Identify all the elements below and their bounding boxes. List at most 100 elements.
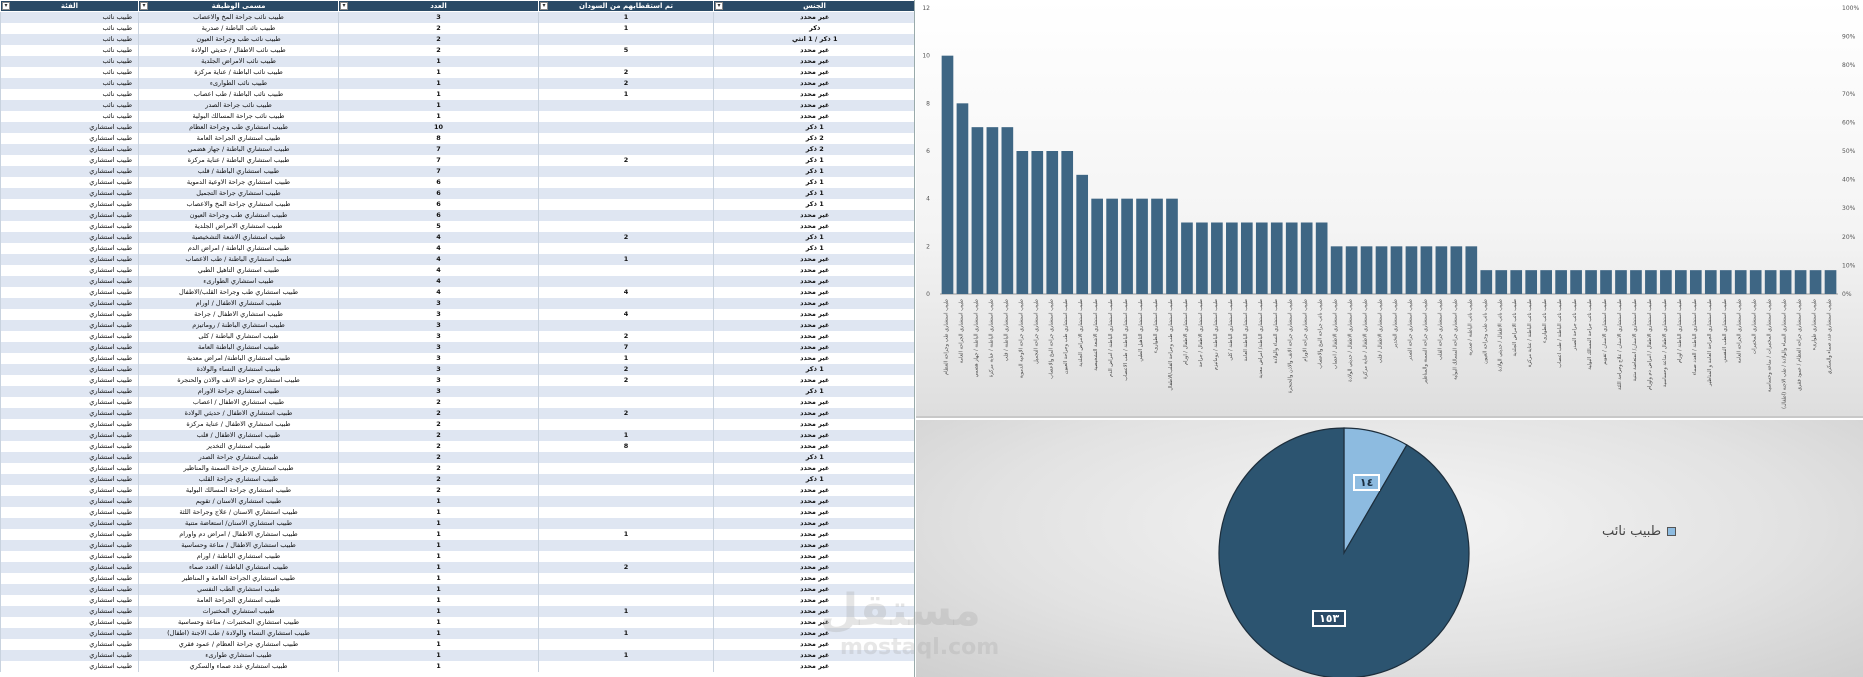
cell-sudan[interactable] — [538, 594, 714, 606]
table-row[interactable]: غير محدد 1 2 طبيب استشاري الاطفال / قلب طبيب… — [0, 429, 914, 441]
cell-job-title[interactable]: طبيب استشاري الباطنة / جهاز هضمي — [138, 143, 339, 155]
bar[interactable] — [1136, 198, 1148, 294]
table-row[interactable]: غير محدد 1 1 طبيب استشاري النساء والولادة /… — [0, 627, 914, 639]
table-row[interactable]: غير محدد 2 1 طبيب استشاري الباطنة / الغدد ص… — [0, 561, 914, 573]
cell-count[interactable]: 4 — [338, 242, 539, 254]
cell-count[interactable]: 6 — [338, 198, 539, 210]
cell-gender[interactable]: غير محدد — [713, 264, 914, 276]
cell-count[interactable]: 5 — [338, 220, 539, 232]
cell-job-title[interactable]: طبيب استشاري جراحة الانف والاذن والحنجرة — [138, 374, 339, 386]
cell-category[interactable]: طبيب استشاري — [0, 319, 139, 331]
cell-category[interactable]: طبيب استشاري — [0, 462, 139, 474]
cell-category[interactable]: طبيب استشاري — [0, 264, 139, 276]
cell-job-title[interactable]: طبيب استشاري الاطفال / عناية مركزة — [138, 418, 339, 430]
bar[interactable] — [1555, 270, 1567, 294]
cell-category[interactable]: طبيب نائب — [0, 66, 139, 78]
table-row[interactable]: غير محدد 1 طبيب استشاري الطب النفسي طبيب اس… — [0, 583, 914, 595]
cell-sudan[interactable] — [538, 418, 714, 430]
cell-count[interactable]: 3 — [338, 297, 539, 309]
cell-category[interactable]: طبيب استشاري — [0, 583, 139, 595]
bar[interactable] — [1450, 246, 1463, 294]
cell-count[interactable]: 1 — [338, 66, 539, 78]
cell-count[interactable]: 3 — [338, 352, 539, 364]
table-row[interactable]: 1 ذكر 2 4 طبيب استشاري الاشعة التشخيصية طبيب… — [0, 231, 914, 243]
cell-job-title[interactable]: طبيب استشاري الباطنة / اورام — [138, 550, 339, 562]
cell-job-title[interactable]: طبيب استشاري جراحة التجميل — [138, 187, 339, 199]
table-row[interactable]: غير محدد 6 طبيب استشاري طب وجراحة العيون طب… — [0, 209, 914, 221]
cell-job-title[interactable]: طبيب نائب الامراض الجلدية — [138, 55, 339, 67]
cell-job-title[interactable]: طبيب نائب الاطفال / حديثي الولادة — [138, 44, 339, 56]
table-row[interactable]: غير محدد 1 1 طبيب استشاري الاطفال / امراض د… — [0, 528, 914, 540]
bar[interactable] — [1046, 151, 1059, 294]
cell-job-title[interactable]: طبيب استشاري جراحة الصدر — [138, 451, 339, 463]
cell-job-title[interactable]: طبيب استشاري الجراحة العامة — [138, 132, 339, 144]
cell-count[interactable]: 1 — [338, 99, 539, 111]
cell-sudan[interactable]: 1 — [538, 11, 714, 23]
cell-job-title[interactable]: طبيب استشاري الاطفال / امراض دم واورام — [138, 528, 339, 540]
cell-gender[interactable]: غير محدد — [713, 528, 914, 540]
cell-job-title[interactable]: طبيب استشاري جراحة القلب — [138, 473, 339, 485]
cell-category[interactable]: طبيب نائب — [0, 44, 139, 56]
bar[interactable] — [941, 55, 954, 294]
filter-dropdown-icon[interactable]: ▾ — [540, 2, 548, 10]
table-row[interactable]: 1 ذكر / 1 انثي 2 طبيب نائب طب وجراحة العيو… — [0, 33, 914, 45]
cell-sudan[interactable]: 2 — [538, 154, 714, 166]
bar[interactable] — [1390, 246, 1403, 294]
cell-category[interactable]: طبيب استشاري — [0, 187, 139, 199]
cell-job-title[interactable]: طبيب استشاري الباطنة / الغدد صماء — [138, 561, 339, 573]
cell-count[interactable]: 7 — [338, 143, 539, 155]
cell-gender[interactable]: غير محدد — [713, 11, 914, 23]
cell-sudan[interactable] — [538, 187, 714, 199]
cell-job-title[interactable]: طبيب استشاري جراحة العظام / عمود فقري — [138, 638, 339, 650]
cell-count[interactable]: 1 — [338, 638, 539, 650]
cell-category[interactable]: طبيب استشاري — [0, 385, 139, 397]
cell-gender[interactable]: غير محدد — [713, 374, 914, 386]
cell-job-title[interactable]: طبيب استشاري الاسنان/ استعاضة متنية — [138, 517, 339, 529]
cell-job-title[interactable]: طبيب استشاري جراحة السمنة والمناظير — [138, 462, 339, 474]
cell-gender[interactable]: 2 ذكر — [713, 132, 914, 144]
cell-gender[interactable]: 1 ذكر — [713, 451, 914, 463]
cell-category[interactable]: طبيب استشاري — [0, 594, 139, 606]
cell-category[interactable]: طبيب نائب — [0, 99, 139, 111]
cell-gender[interactable]: ذكر — [713, 22, 914, 34]
cell-job-title[interactable]: طبيب استشاري النساء والولادة — [138, 363, 339, 375]
cell-gender[interactable]: غير محدد — [713, 429, 914, 441]
column-header-category[interactable]: الفئة ▾ — [0, 0, 139, 12]
bar[interactable] — [971, 127, 984, 295]
cell-category[interactable]: طبيب استشاري — [0, 176, 139, 188]
cell-job-title[interactable]: طبيب استشاري الباطنة / امراض الدم — [138, 242, 339, 254]
cell-gender[interactable]: 1 ذكر — [713, 165, 914, 177]
cell-sudan[interactable]: 7 — [538, 341, 714, 353]
table-row[interactable]: غير محدد 1 طبيب استشاري الباطنة / اورام طبي… — [0, 550, 914, 562]
table-row[interactable]: غير محدد 1 1 طبيب نائب الباطنة / طب اعصاب طب… — [0, 88, 914, 100]
cell-sudan[interactable] — [538, 517, 714, 529]
column-header-count[interactable]: العدد ▾ — [338, 0, 539, 12]
bar[interactable] — [1226, 222, 1238, 295]
bar[interactable] — [1360, 246, 1373, 294]
cell-count[interactable]: 1 — [338, 539, 539, 551]
cell-job-title[interactable]: طبيب استشاري الاشعة التشخيصية — [138, 231, 339, 243]
table-row[interactable]: غير محدد 1 طبيب استشاري المختبرات / مناعة … — [0, 616, 914, 628]
cell-count[interactable]: 10 — [338, 121, 539, 133]
bar[interactable] — [1675, 270, 1687, 294]
cell-gender[interactable]: غير محدد — [713, 462, 914, 474]
cell-job-title[interactable]: طبيب استشاري الباطنة/ امراض معدية — [138, 352, 339, 364]
bar[interactable] — [1734, 270, 1747, 294]
cell-gender[interactable]: غير محدد — [713, 44, 914, 56]
bar[interactable] — [1465, 246, 1478, 294]
bar[interactable] — [1495, 270, 1508, 294]
table-row[interactable]: غير محدد 1 طبيب استشاري الاسنان / علاج وجر… — [0, 506, 914, 518]
cell-job-title[interactable]: طبيب استشاري النساء والولادة / طب الاجنة… — [138, 627, 339, 639]
cell-job-title[interactable]: طبيب استشاري الاطفال / قلب — [138, 429, 339, 441]
cell-category[interactable]: طبيب استشاري — [0, 297, 139, 309]
cell-category[interactable]: طبيب نائب — [0, 11, 139, 23]
cell-category[interactable]: طبيب استشاري — [0, 451, 139, 463]
cell-category[interactable]: طبيب استشاري — [0, 341, 139, 353]
table-row[interactable]: 1 ذكر 7 طبيب استشاري الباطنة / قلب طبيب است… — [0, 165, 914, 177]
cell-category[interactable]: طبيب استشاري — [0, 407, 139, 419]
bar[interactable] — [1330, 246, 1343, 294]
cell-sudan[interactable] — [538, 550, 714, 562]
cell-count[interactable]: 3 — [338, 363, 539, 375]
cell-sudan[interactable] — [538, 473, 714, 485]
bar[interactable] — [1061, 151, 1074, 294]
